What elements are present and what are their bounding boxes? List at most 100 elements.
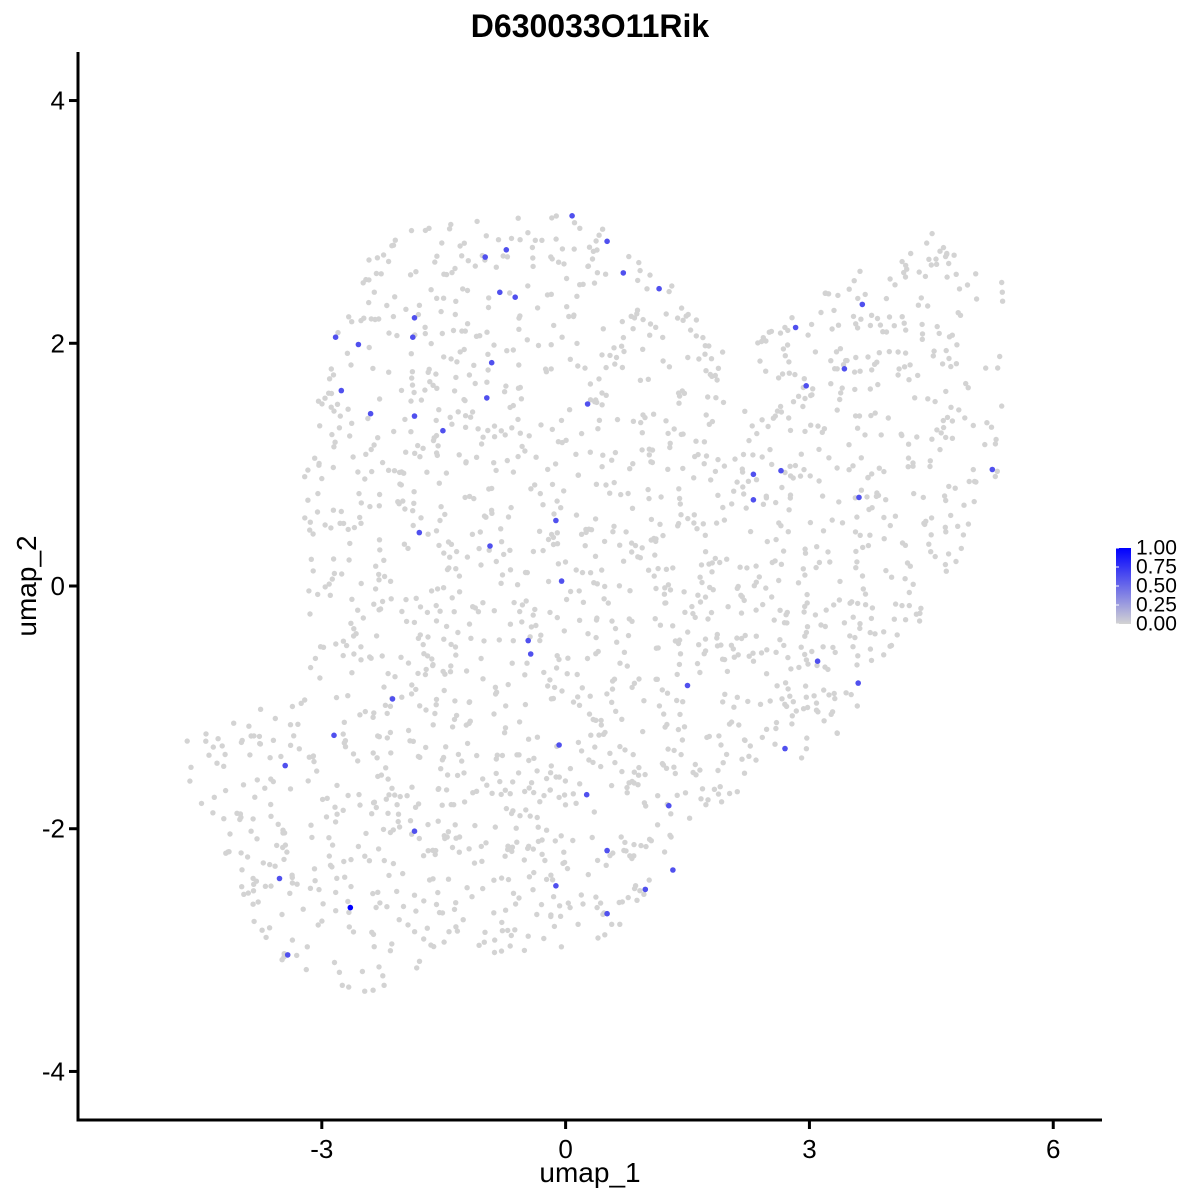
- cell-point: [697, 669, 703, 676]
- cell-point: [433, 618, 440, 624]
- cell-point: [567, 356, 573, 362]
- cell-point: [240, 782, 247, 788]
- cell-point: [255, 899, 261, 905]
- cell-point: [413, 269, 419, 275]
- cell-point: [425, 634, 431, 640]
- cell-point: [504, 348, 510, 354]
- cell-point: [591, 809, 597, 815]
- cell-point: [629, 855, 635, 862]
- cell-point: [368, 316, 374, 322]
- cell-point: [423, 707, 429, 713]
- cell-point: [385, 810, 391, 816]
- cell-point: [637, 888, 643, 894]
- cell-point: [363, 451, 369, 457]
- cell-point: [804, 624, 811, 630]
- cell-point: [294, 881, 300, 887]
- cell-point: [787, 427, 794, 434]
- cell-point: [810, 386, 816, 392]
- cell-point: [430, 722, 436, 728]
- cell-point: [645, 376, 651, 382]
- cell-point: [528, 624, 535, 630]
- cell-point: [501, 389, 508, 395]
- cell-point: [559, 246, 566, 252]
- cell-point: [464, 287, 471, 294]
- cell-point: [702, 636, 709, 642]
- cell-point: [549, 215, 555, 221]
- cell-point: [795, 580, 802, 586]
- cell-point: [401, 541, 408, 547]
- cell-point: [386, 872, 392, 879]
- cell-point: [251, 881, 257, 887]
- cell-point: [303, 966, 309, 973]
- cell-point: [227, 831, 233, 837]
- cell-point: [380, 252, 387, 258]
- cell-point: [518, 396, 525, 402]
- cell-point: [517, 237, 523, 243]
- cell-point: [776, 520, 782, 526]
- cell-point: [823, 607, 829, 613]
- cell-point: [328, 366, 334, 372]
- cell-point: [962, 415, 968, 421]
- cell-point: [416, 958, 423, 964]
- cell-point: [522, 569, 529, 576]
- cell-point: [322, 584, 328, 590]
- cell-point: [943, 434, 949, 441]
- cell-point: [351, 651, 357, 657]
- cell-point: [370, 890, 376, 897]
- cell-point: [839, 385, 845, 391]
- cell-point: [238, 850, 244, 856]
- cell-point: [374, 255, 381, 261]
- x-axis-label: umap_1: [539, 1157, 640, 1188]
- expressing-cell-point: [338, 387, 345, 394]
- cell-point: [843, 690, 849, 696]
- cell-point: [422, 324, 428, 330]
- cell-point: [491, 342, 497, 348]
- cell-point: [510, 638, 516, 644]
- cell-point: [854, 325, 861, 331]
- cell-point: [899, 602, 905, 609]
- cell-point: [533, 622, 539, 629]
- cell-point: [675, 523, 681, 529]
- cell-point: [660, 358, 666, 364]
- cell-point: [548, 696, 555, 702]
- cell-point: [750, 452, 756, 458]
- cell-point: [373, 904, 379, 911]
- cell-point: [724, 668, 731, 675]
- cell-point: [574, 671, 580, 678]
- cell-point: [275, 821, 281, 827]
- cell-point: [770, 415, 777, 421]
- cell-point: [831, 602, 837, 608]
- cell-point: [934, 427, 940, 433]
- cell-point: [544, 292, 551, 298]
- cell-point: [552, 838, 558, 844]
- cell-point: [640, 346, 646, 352]
- cell-point: [412, 450, 418, 456]
- cell-point: [289, 937, 296, 943]
- cell-point: [262, 785, 268, 791]
- cell-point: [961, 502, 967, 508]
- cell-point: [700, 334, 706, 341]
- cell-point: [715, 456, 721, 463]
- y-axis-label: umap_2: [11, 535, 42, 636]
- cell-point: [854, 559, 860, 565]
- cell-point: [443, 470, 450, 476]
- cell-point: [334, 875, 340, 881]
- cell-point: [316, 886, 322, 893]
- cell-point: [599, 390, 605, 396]
- cell-point: [434, 452, 440, 459]
- cell-point: [681, 589, 687, 595]
- cell-point: [891, 616, 897, 622]
- cell-point: [439, 757, 446, 763]
- cell-point: [411, 489, 417, 495]
- cell-point: [370, 714, 376, 720]
- cell-point: [312, 455, 318, 461]
- cell-point: [381, 857, 387, 864]
- cell-point: [562, 559, 569, 565]
- cell-point: [379, 653, 385, 659]
- cell-point: [757, 701, 764, 707]
- cell-point: [484, 329, 490, 335]
- cell-point: [362, 853, 368, 859]
- cell-point: [627, 588, 633, 594]
- cell-point: [666, 288, 672, 295]
- cell-point: [425, 821, 431, 828]
